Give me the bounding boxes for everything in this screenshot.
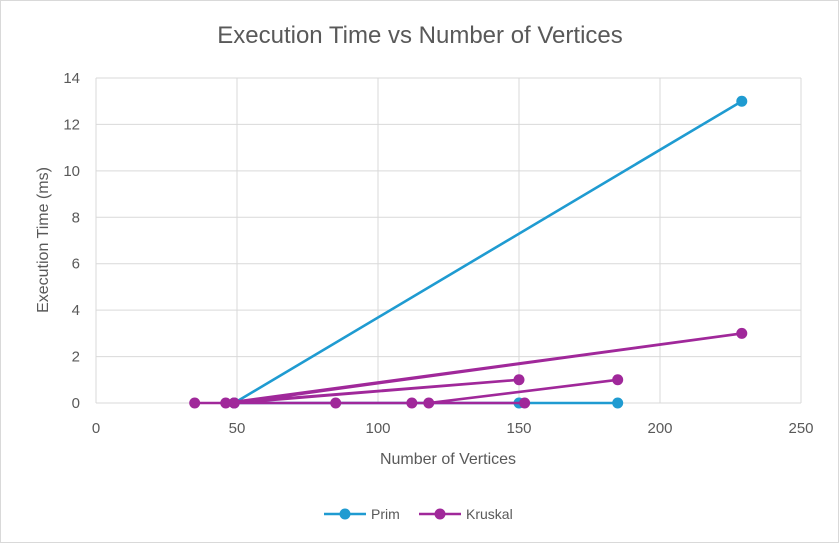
data-point-kruskal <box>612 374 624 386</box>
data-point-kruskal <box>423 397 435 409</box>
data-point-kruskal <box>189 397 201 409</box>
x-tick-label: 200 <box>647 420 672 437</box>
x-axis-tick-labels: 0 50 100 150 200 250 <box>92 420 814 437</box>
legend-label: Kruskal <box>466 506 513 522</box>
legend-label: Prim <box>371 506 400 522</box>
x-tick-label: 150 <box>506 420 531 437</box>
chart-title: Execution Time vs Number of Vertices <box>217 22 623 49</box>
y-axis-title: Execution Time (ms) <box>35 167 52 313</box>
x-axis-title: Number of Vertices <box>380 451 516 468</box>
y-tick-label: 6 <box>72 256 80 273</box>
y-tick-label: 8 <box>72 209 80 226</box>
legend: Prim Kruskal <box>324 506 513 522</box>
x-tick-label: 0 <box>92 420 100 437</box>
series-layer <box>189 95 748 409</box>
data-point-kruskal <box>220 397 232 409</box>
y-tick-label: 2 <box>72 349 80 366</box>
data-point-kruskal <box>513 374 525 386</box>
y-tick-label: 14 <box>63 70 80 87</box>
data-point-kruskal <box>736 327 748 339</box>
series-kruskal <box>189 327 748 409</box>
data-point-prim <box>736 95 748 107</box>
x-tick-label: 50 <box>229 420 246 437</box>
data-point-kruskal <box>406 397 418 409</box>
data-point-kruskal <box>228 397 240 409</box>
data-point-kruskal <box>519 397 531 409</box>
gridlines <box>95 77 802 404</box>
data-point-kruskal <box>330 397 342 409</box>
y-tick-label: 12 <box>63 116 80 133</box>
y-tick-label: 10 <box>63 163 80 180</box>
x-tick-label: 100 <box>365 420 390 437</box>
legend-marker-swatch <box>339 508 351 520</box>
y-tick-label: 0 <box>72 395 80 412</box>
data-point-prim <box>612 397 624 409</box>
legend-marker-swatch <box>434 508 446 520</box>
series-prim <box>228 95 748 409</box>
x-tick-label: 250 <box>788 420 813 437</box>
legend-item-prim: Prim <box>324 506 400 522</box>
legend-item-kruskal: Kruskal <box>419 506 513 522</box>
y-axis-tick-labels: 0 2 4 6 8 10 12 14 <box>63 70 80 412</box>
series-line-prim <box>232 100 743 405</box>
y-tick-label: 4 <box>72 302 80 319</box>
